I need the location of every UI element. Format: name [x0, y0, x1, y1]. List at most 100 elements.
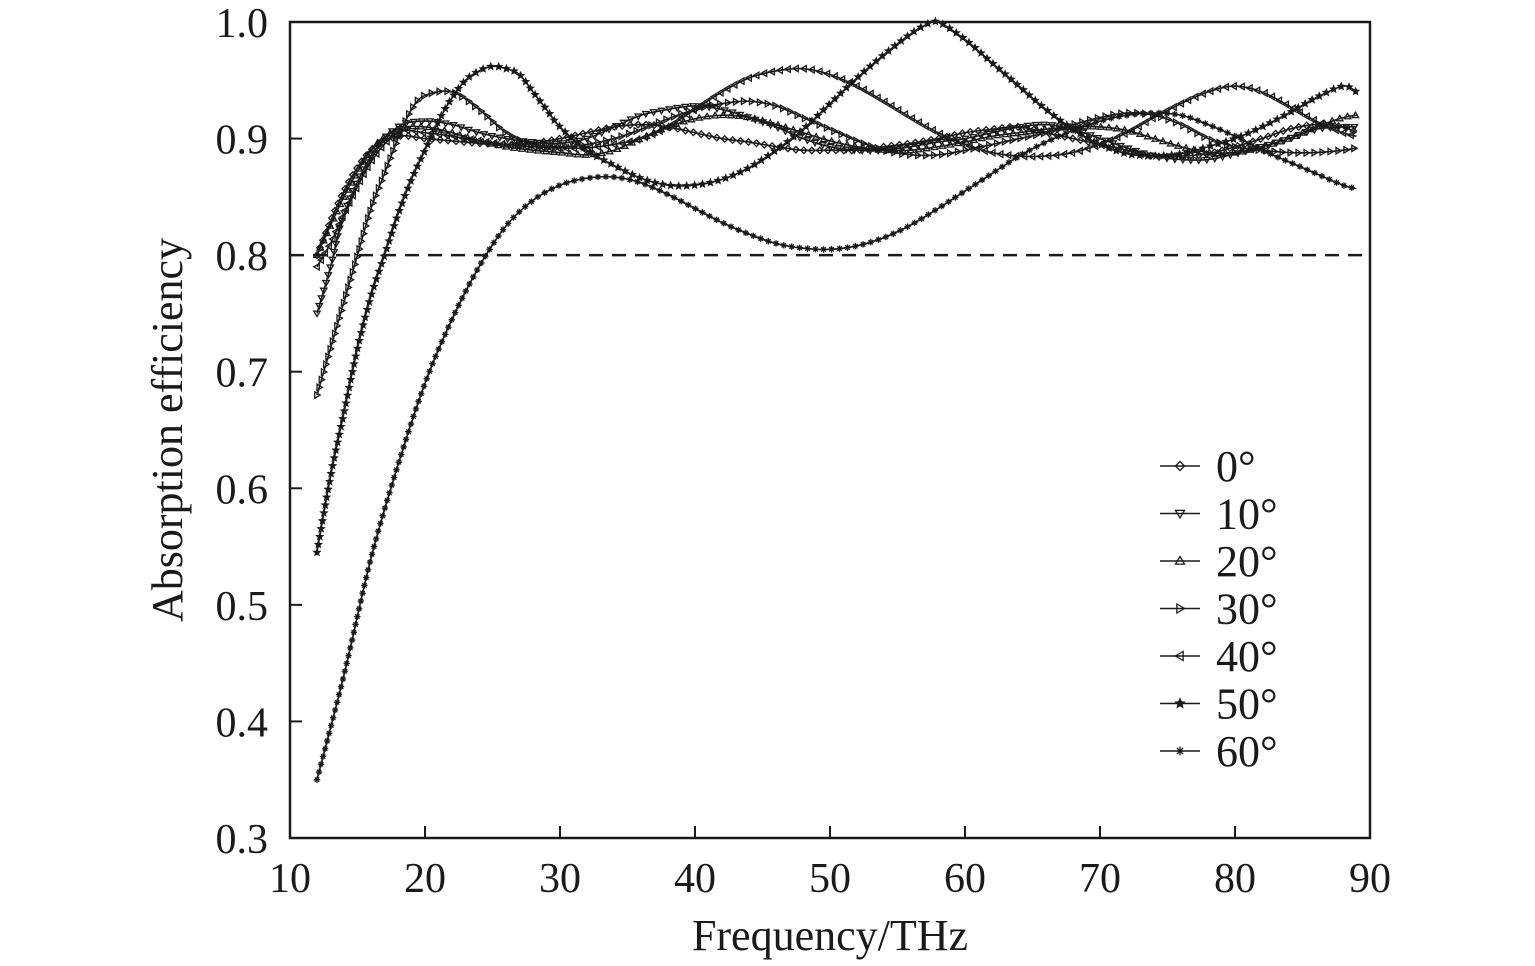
series-6-marker	[692, 205, 699, 212]
series-5-marker	[323, 484, 333, 494]
series-5-marker	[865, 61, 875, 71]
series-5-marker	[650, 177, 660, 187]
series-3-marker	[899, 149, 907, 159]
series-4-marker	[601, 141, 610, 151]
legend-label-5: 50°	[1216, 680, 1278, 729]
series-3-marker	[338, 306, 346, 315]
series-6-marker	[555, 182, 563, 189]
series-4-marker	[702, 96, 711, 106]
series-2-marker	[827, 136, 836, 145]
series-0-marker	[586, 127, 595, 137]
series-2-marker	[694, 113, 704, 121]
series-2-marker	[1268, 139, 1277, 147]
series-3-marker	[1239, 143, 1248, 153]
series-2-marker	[335, 199, 345, 208]
series-3-marker	[1287, 148, 1295, 157]
series-3-marker	[1172, 118, 1181, 127]
series-6-marker	[466, 280, 473, 288]
series-5-marker	[1042, 105, 1053, 115]
series-6-marker	[473, 266, 481, 274]
series-6-marker	[410, 413, 417, 420]
series-2-marker	[938, 141, 947, 149]
series-2-marker	[440, 126, 449, 134]
series-5-marker	[1159, 150, 1169, 160]
series-5-marker	[422, 139, 433, 149]
series-6-marker	[390, 474, 398, 481]
series-3-marker	[779, 104, 788, 113]
series-5-marker	[1082, 132, 1092, 142]
series-1-marker	[1116, 142, 1126, 151]
series-2-marker	[325, 221, 335, 229]
series-5-marker	[951, 28, 961, 37]
series-1-marker	[1186, 157, 1196, 165]
series-3-marker	[891, 148, 899, 157]
series-6-marker	[972, 181, 979, 188]
series-1-marker	[319, 287, 329, 295]
series-3-marker	[327, 344, 335, 354]
series-4-marker	[914, 117, 922, 127]
series-6-marker	[521, 203, 529, 210]
series-5-marker	[578, 142, 589, 152]
series-3-marker	[1001, 137, 1010, 147]
legend-marker-3	[1176, 602, 1186, 615]
series-2-marker	[969, 135, 979, 144]
series-2-marker	[1305, 125, 1315, 133]
series-4-marker	[648, 129, 656, 139]
series-5-marker	[341, 398, 351, 408]
series-6-marker	[641, 181, 649, 188]
series-6-marker	[1012, 154, 1019, 162]
series-6-marker	[470, 273, 477, 281]
series-6-marker	[678, 198, 685, 205]
series-6-marker	[918, 215, 925, 222]
series-0-marker	[1068, 134, 1077, 143]
series-5-marker	[444, 96, 455, 106]
series-3-marker	[794, 110, 802, 120]
series-4-marker	[341, 205, 350, 215]
series-6-marker	[381, 504, 389, 512]
series-5-marker	[1286, 106, 1296, 116]
series-3-marker	[1208, 135, 1217, 145]
series-4-marker	[345, 198, 353, 208]
series-6-marker	[1139, 110, 1147, 117]
series-2-marker	[447, 128, 457, 136]
series-2-marker	[773, 120, 783, 129]
series-3-marker	[1311, 148, 1319, 157]
series-3-marker	[1165, 115, 1173, 124]
series-4-marker	[489, 138, 498, 148]
series-4-marker	[625, 137, 633, 146]
series-3-marker	[772, 101, 780, 111]
series-5-marker	[554, 121, 565, 131]
series-6-marker	[343, 660, 350, 667]
series-5-marker	[426, 132, 436, 142]
series-1-marker	[826, 143, 835, 152]
series-2-marker	[1213, 148, 1222, 157]
series-6-marker	[317, 761, 325, 768]
series-4-marker	[1067, 148, 1076, 158]
series-5-marker	[391, 213, 402, 223]
series-6-marker	[352, 621, 359, 628]
series-line-6	[316, 112, 1357, 780]
series-6-marker	[1062, 130, 1069, 137]
series-2-marker	[612, 144, 622, 153]
series-2-marker	[1016, 127, 1026, 136]
series-2-marker	[1104, 123, 1114, 131]
series-6-marker	[1282, 157, 1289, 164]
legend-label-4: 40°	[1216, 632, 1278, 681]
x-tick-label-7: 80	[1214, 856, 1256, 902]
series-4-marker	[1324, 122, 1332, 132]
series-2-marker	[605, 146, 614, 155]
series-2-marker	[1181, 143, 1191, 151]
series-2-marker	[914, 145, 924, 153]
series-6-marker	[426, 368, 433, 375]
series-1-marker	[1123, 145, 1133, 153]
series-4-marker	[1120, 129, 1128, 139]
series-2-marker	[819, 134, 829, 143]
series-6-marker	[366, 558, 374, 566]
series-2-marker	[379, 133, 388, 141]
series-1-marker	[672, 104, 682, 113]
series-5-marker	[665, 180, 676, 190]
series-6-marker	[750, 232, 757, 240]
legend-label-1: 10°	[1216, 490, 1278, 539]
series-4-marker	[996, 149, 1004, 159]
series-1-marker	[1131, 147, 1141, 156]
